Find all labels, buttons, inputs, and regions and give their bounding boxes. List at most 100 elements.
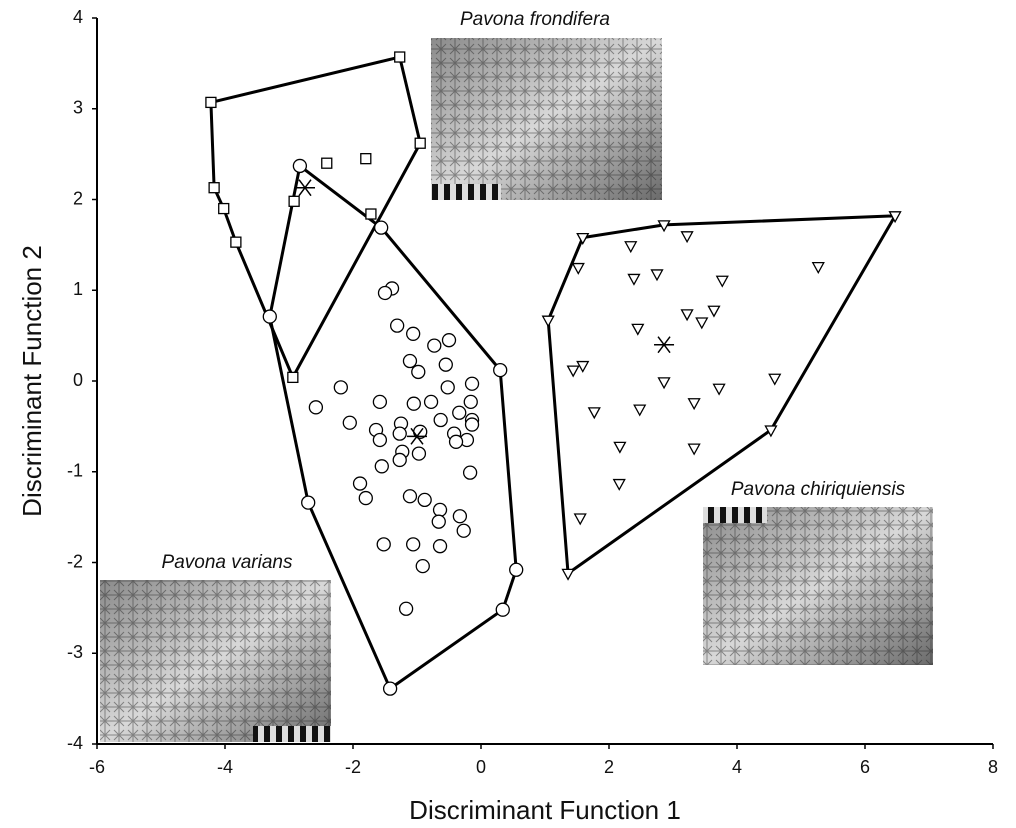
point <box>372 394 388 410</box>
y-tick-label: 4 <box>73 7 83 27</box>
point <box>627 273 641 286</box>
y-tick-label: -1 <box>67 461 83 481</box>
point <box>406 326 421 341</box>
point <box>464 376 480 391</box>
point <box>431 514 446 529</box>
point <box>764 425 778 438</box>
point <box>571 262 585 275</box>
point <box>712 383 726 396</box>
point <box>402 353 418 369</box>
point <box>440 380 455 395</box>
y-tick-label: -3 <box>67 642 83 662</box>
centroid <box>654 336 675 354</box>
point <box>657 377 671 390</box>
point <box>576 360 590 373</box>
point <box>695 317 709 330</box>
point <box>411 364 426 380</box>
point <box>624 241 638 254</box>
y-tick-label: 1 <box>73 279 83 299</box>
x-tick-label: -6 <box>89 757 105 777</box>
point <box>392 452 407 468</box>
point <box>633 404 647 417</box>
point <box>415 558 430 574</box>
point <box>811 262 825 275</box>
point <box>394 51 406 63</box>
point <box>372 432 388 448</box>
point <box>452 405 467 420</box>
scale-bar <box>253 726 331 742</box>
point <box>463 394 478 410</box>
point <box>432 502 448 518</box>
point <box>398 601 414 616</box>
x-axis-title: Discriminant Function 1 <box>409 795 681 825</box>
point <box>448 434 464 449</box>
photos <box>100 38 933 742</box>
point <box>576 232 590 245</box>
point <box>360 153 372 165</box>
y-axis-title: Discriminant Function 2 <box>17 245 47 517</box>
x-tick-label: 4 <box>732 757 742 777</box>
y-tick-label: 3 <box>73 98 83 118</box>
point <box>573 513 587 526</box>
point <box>657 220 671 233</box>
point <box>541 315 555 328</box>
point <box>561 568 575 581</box>
point <box>715 275 729 288</box>
point <box>301 495 316 510</box>
point <box>612 478 626 491</box>
point <box>365 208 377 220</box>
point <box>392 426 407 441</box>
point <box>680 231 694 244</box>
point <box>414 137 426 149</box>
point <box>493 362 508 378</box>
y-tick-label: 2 <box>73 188 83 208</box>
point <box>433 412 448 428</box>
y-tick-label: 0 <box>73 370 83 390</box>
species-label: Pavona varians <box>162 552 293 573</box>
point <box>707 305 721 318</box>
point <box>382 681 398 696</box>
x-tick-label: 6 <box>860 757 870 777</box>
point <box>462 465 478 480</box>
point <box>205 96 217 109</box>
point <box>509 562 524 577</box>
point <box>262 309 277 324</box>
x-tick-label: -2 <box>345 757 361 777</box>
point <box>402 489 418 504</box>
photo-texture <box>100 580 331 742</box>
point <box>456 523 471 538</box>
point <box>333 380 348 395</box>
point <box>287 371 299 384</box>
point <box>230 236 242 248</box>
point <box>358 490 373 506</box>
point <box>441 333 457 348</box>
point <box>411 446 427 461</box>
point <box>352 476 368 491</box>
point <box>374 220 389 235</box>
point <box>687 443 701 456</box>
point <box>406 537 421 552</box>
y-tick-label: -2 <box>67 551 83 571</box>
point <box>768 373 782 386</box>
y-tick-label: -4 <box>67 733 83 753</box>
point <box>438 357 453 372</box>
centroid <box>407 427 427 445</box>
species-label: Pavona chiriquiensis <box>731 479 906 500</box>
point <box>377 285 393 301</box>
point <box>566 365 580 378</box>
hull <box>209 55 422 379</box>
scale-bar <box>703 507 767 523</box>
point <box>495 602 510 617</box>
centroid <box>295 179 315 197</box>
point <box>452 509 468 524</box>
point <box>650 269 664 282</box>
scale-bar <box>431 184 501 200</box>
point <box>417 492 432 508</box>
point <box>464 417 480 432</box>
point <box>374 459 389 474</box>
x-tick-label: 0 <box>476 757 486 777</box>
point <box>631 323 645 336</box>
point <box>888 211 902 224</box>
point <box>218 202 230 215</box>
